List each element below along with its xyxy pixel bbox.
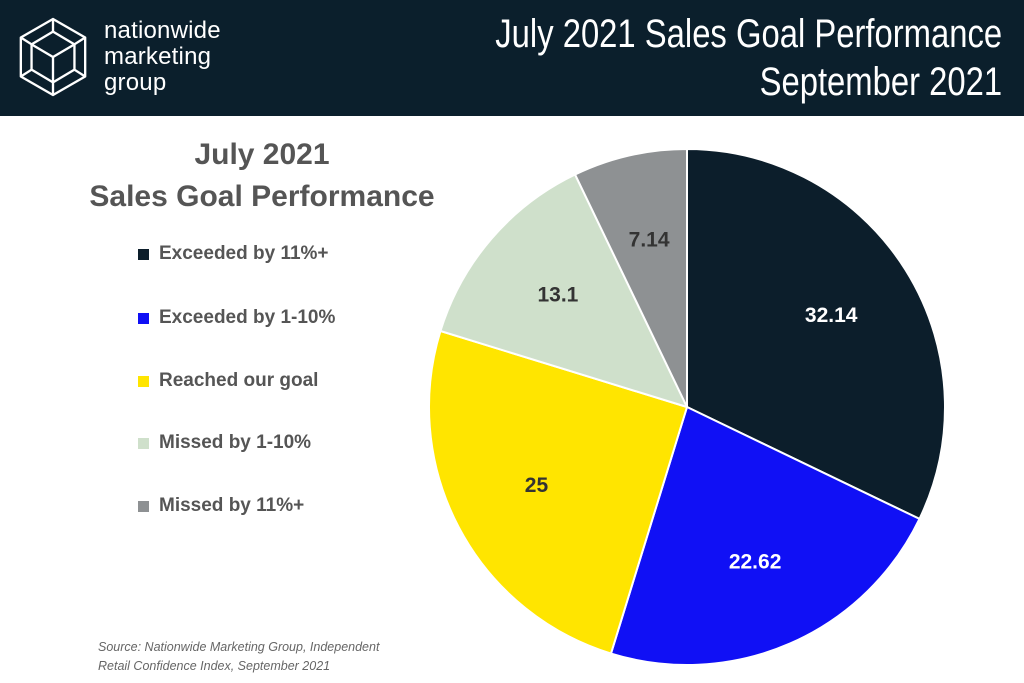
pie-slice xyxy=(609,405,921,666)
legend-swatch xyxy=(138,248,149,260)
source-line-1: Source: Nationwide Marketing Group, Inde… xyxy=(98,640,380,654)
legend-label: Missed by 11%+ xyxy=(159,495,305,516)
pie-data-label: 7.14 xyxy=(629,229,670,252)
legend-swatch xyxy=(138,375,149,387)
legend-label: Reached our goal xyxy=(159,370,319,391)
brand-line-1: nationwide xyxy=(104,17,221,44)
slide-title: July 2021 Sales Goal Performance Septemb… xyxy=(495,10,1002,106)
slide-title-line-1: July 2021 Sales Goal Performance xyxy=(495,12,1002,56)
legend-item: Reached our goal xyxy=(138,366,398,396)
chart-title-line-1: July 2021 xyxy=(194,138,330,171)
source-note: Source: Nationwide Marketing Group, Inde… xyxy=(98,638,438,676)
pie-slice xyxy=(439,173,689,409)
pie-slice xyxy=(573,147,688,408)
slide-title-line-2: September 2021 xyxy=(759,60,1002,104)
legend-label: Missed by 1-10% xyxy=(159,432,312,453)
pie-slice xyxy=(686,147,946,521)
pie-data-label: 25 xyxy=(525,474,549,497)
legend-swatch xyxy=(138,500,149,512)
legend-item: Missed by 1-10% xyxy=(138,428,398,458)
header-bar: nationwide marketing group July 2021 Sal… xyxy=(0,0,1024,116)
pie-data-label: 13.1 xyxy=(537,283,578,306)
legend-label: Exceeded by 1-10% xyxy=(159,307,336,328)
brand-name: nationwide marketing group xyxy=(104,18,221,96)
legend-swatch xyxy=(138,437,149,449)
chart-title: July 2021 Sales Goal Performance xyxy=(62,134,462,218)
legend-label: Exceeded by 11%+ xyxy=(159,243,329,264)
legend-item: Exceeded by 11%+ xyxy=(138,239,398,269)
pie-data-label: 22.62 xyxy=(729,551,782,574)
chart-title-line-2: Sales Goal Performance xyxy=(89,180,435,213)
legend-swatch xyxy=(138,312,149,324)
pie-slice xyxy=(428,329,689,655)
geometric-gem-icon xyxy=(19,17,87,97)
pie-data-label: 32.14 xyxy=(805,304,858,327)
legend-item: Missed by 11%+ xyxy=(138,491,398,521)
brand-line-3: group xyxy=(104,69,167,96)
legend-item: Exceeded by 1-10% xyxy=(138,303,398,333)
brand-line-2: marketing xyxy=(104,43,212,70)
source-line-2: Retail Confidence Index, September 2021 xyxy=(98,659,331,673)
